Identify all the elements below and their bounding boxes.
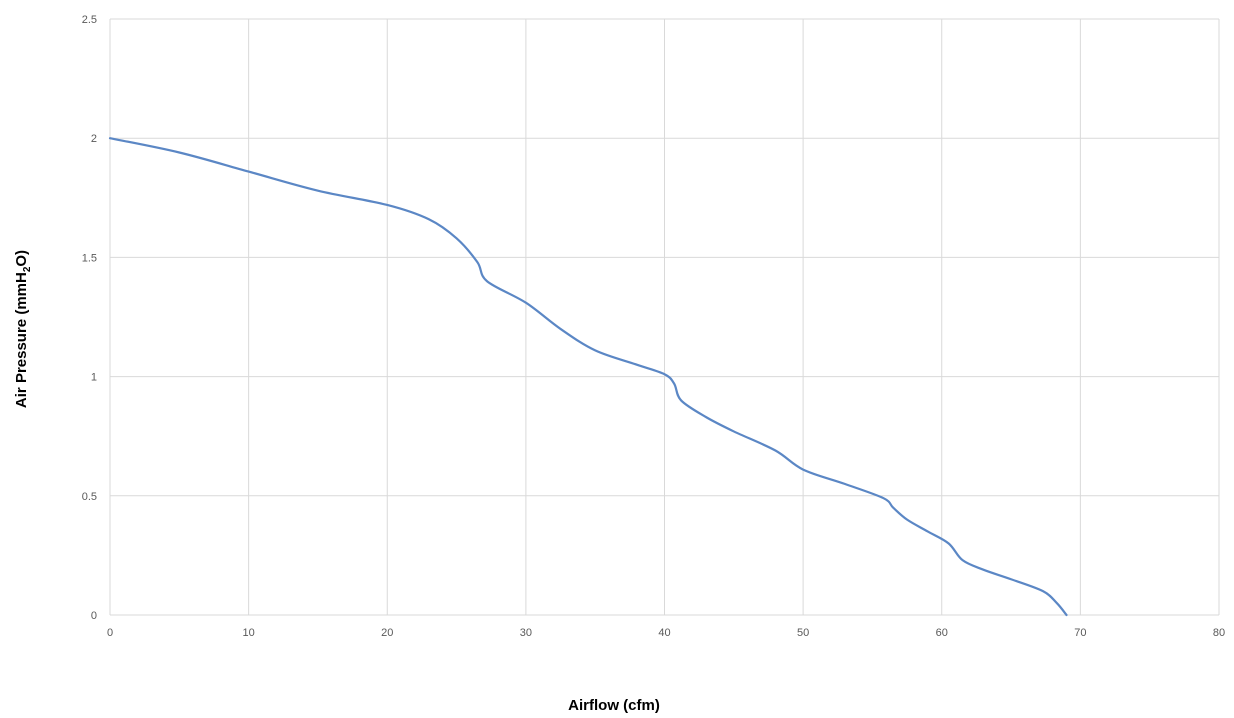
- x-axis-tick-labels: 0 10 20 30 40 50 60 70 80: [107, 627, 1225, 639]
- x-tick-label: 40: [658, 627, 670, 639]
- y-tick-label: 1.5: [82, 252, 97, 264]
- vertical-gridlines: [109, 19, 1220, 615]
- y-tick-label: 2.5: [82, 14, 97, 26]
- x-tick-label: 10: [243, 627, 255, 639]
- y-tick-label: 0: [91, 610, 97, 622]
- x-tick-label: 80: [1213, 627, 1225, 639]
- x-tick-label: 0: [107, 627, 113, 639]
- y-tick-label: 1: [91, 372, 97, 384]
- y-axis-title-suffix: O): [13, 250, 30, 267]
- x-tick-label: 60: [936, 627, 948, 639]
- series-line-0: [108, 137, 1068, 617]
- y-axis-title-subscript: 2: [22, 266, 33, 272]
- x-tick-label: 30: [520, 627, 532, 639]
- x-axis-title: Airflow (cfm): [568, 697, 660, 714]
- y-axis-title: Air Pressure (mmH2O): [13, 250, 33, 408]
- series-group: [108, 137, 1068, 617]
- y-axis-title-main: Air Pressure (mmH: [13, 272, 30, 408]
- x-tick-label: 50: [797, 627, 809, 639]
- y-tick-label: 0.5: [82, 491, 97, 503]
- y-axis-tick-labels: 0 0.5 1 1.5 2 2.5: [82, 14, 97, 622]
- x-tick-label: 70: [1074, 627, 1086, 639]
- y-tick-label: 2: [91, 133, 97, 145]
- x-tick-label: 20: [381, 627, 393, 639]
- horizontal-gridlines: [110, 18, 1219, 616]
